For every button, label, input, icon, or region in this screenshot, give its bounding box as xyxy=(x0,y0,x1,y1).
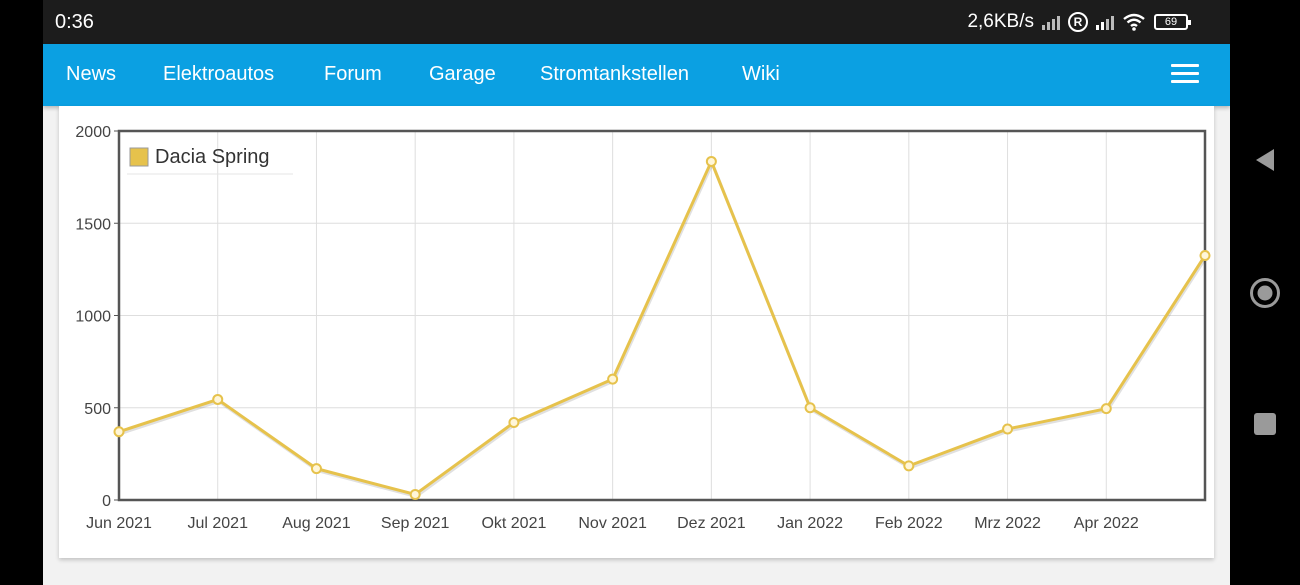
y-tick-label: 1500 xyxy=(75,216,111,233)
data-point xyxy=(804,402,816,414)
android-nav-bar xyxy=(1230,0,1300,585)
data-point xyxy=(607,373,619,385)
y-tick-label: 1000 xyxy=(75,309,111,326)
x-tick-label: Apr 2022 xyxy=(1074,515,1139,532)
wifi-icon xyxy=(1123,13,1145,31)
status-bar: 0:36 2,6KB/s R 69 xyxy=(43,0,1230,44)
nav-item-wiki[interactable]: Wiki xyxy=(742,63,780,85)
signal-icon xyxy=(1096,14,1114,30)
x-tick-label: Jul 2021 xyxy=(187,515,248,532)
network-speed: 2,6KB/s xyxy=(967,11,1034,32)
status-time: 0:36 xyxy=(55,11,94,33)
data-point xyxy=(1199,250,1211,262)
nav-item-elektroautos[interactable]: Elektroautos xyxy=(163,63,275,85)
x-tick-label: Nov 2021 xyxy=(578,515,647,532)
data-point xyxy=(212,393,224,405)
home-icon[interactable] xyxy=(1249,277,1281,309)
x-tick-label: Okt 2021 xyxy=(481,515,546,532)
x-tick-label: Dez 2021 xyxy=(677,515,746,532)
y-tick-label: 500 xyxy=(84,401,111,418)
battery-icon: 69 xyxy=(1154,14,1191,30)
data-point xyxy=(705,155,717,167)
x-tick-label: Jun 2021 xyxy=(86,515,152,532)
phone-screen: 0:36 2,6KB/s R 69 News Elektroautos Foru… xyxy=(43,0,1230,585)
recents-icon[interactable] xyxy=(1254,413,1276,435)
data-point xyxy=(1002,423,1014,435)
data-point xyxy=(113,426,125,438)
nav-item-news[interactable]: News xyxy=(66,63,117,85)
signal-icon xyxy=(1042,14,1060,30)
main-navbar: News Elektroautos Forum Garage Stromtank… xyxy=(43,44,1230,106)
nav-item-forum[interactable]: Forum xyxy=(324,63,382,85)
status-icons: 2,6KB/s R 69 xyxy=(967,11,1191,33)
r-icon: R xyxy=(1068,12,1088,32)
y-tick-label: 0 xyxy=(102,493,111,510)
data-point xyxy=(508,417,520,429)
data-point xyxy=(1100,403,1112,415)
chart-card: 0 500 1000 1500 2000 Jun 2021 Jul 2021 Aug 2021… xyxy=(59,106,1214,558)
battery-level: 69 xyxy=(1164,16,1178,28)
hamburger-menu-icon[interactable] xyxy=(1171,64,1199,86)
x-tick-label: Mrz 2022 xyxy=(974,515,1041,532)
back-icon[interactable] xyxy=(1254,148,1276,172)
x-tick-label: Feb 2022 xyxy=(875,515,943,532)
data-point xyxy=(903,460,915,472)
data-point xyxy=(310,463,322,475)
x-tick-label: Aug 2021 xyxy=(282,515,351,532)
x-tick-label: Sep 2021 xyxy=(381,515,450,532)
legend-swatch xyxy=(129,147,149,167)
nav-item-stromtankstellen[interactable]: Stromtankstellen xyxy=(540,63,689,85)
legend-label: Dacia Spring xyxy=(155,146,270,168)
x-tick-label: Jan 2022 xyxy=(777,515,843,532)
plot-frame xyxy=(117,129,1207,502)
nav-item-garage[interactable]: Garage xyxy=(429,63,496,85)
line-chart: 0 500 1000 1500 2000 Jun 2021 Jul 2021 Aug 2021… xyxy=(75,124,1211,532)
data-point xyxy=(409,488,421,500)
y-tick-label: 2000 xyxy=(75,124,111,141)
series-line xyxy=(118,159,1207,496)
